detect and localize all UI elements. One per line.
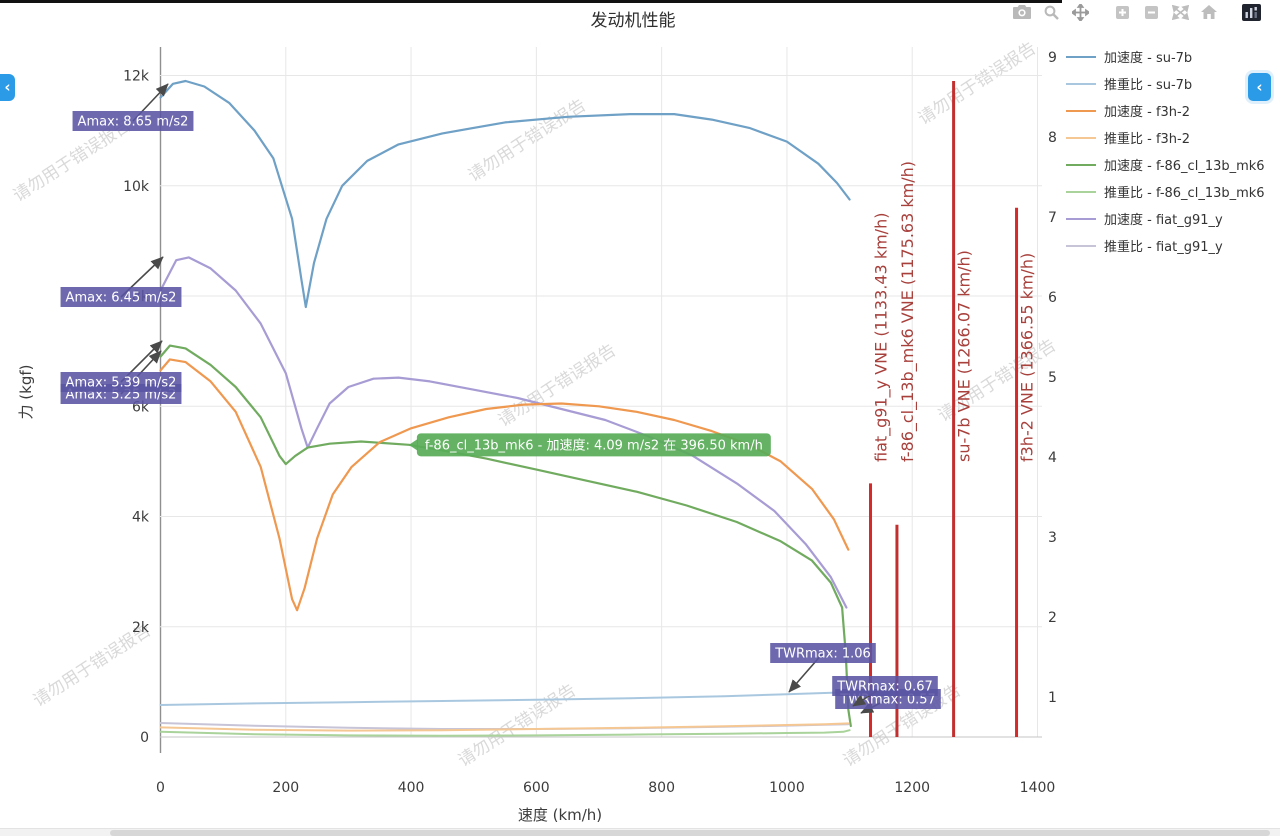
- series-line[interactable]: [159, 344, 852, 728]
- y-left-tick-label: 2k: [132, 620, 150, 636]
- legend-label: 推重比 - f-86_cl_13b_mk6: [1104, 186, 1265, 201]
- legend-swatch-line: [1066, 109, 1096, 112]
- zoom-in-icon[interactable]: [1111, 3, 1133, 21]
- y-right-tick-label: 7: [1048, 210, 1057, 226]
- x-tick-label: 1200: [894, 780, 930, 796]
- x-tick-label: 200: [272, 780, 299, 796]
- legend-swatch-line: [1066, 136, 1096, 139]
- legend-item[interactable]: 推重比 - f3h-2: [1066, 129, 1265, 147]
- annotation: Amax: 6.45 m/s2: [60, 287, 182, 307]
- annotation-box: [60, 372, 182, 392]
- legend-swatch-line: [1066, 82, 1096, 85]
- x-tick-label: 400: [398, 780, 425, 796]
- y-right-tick-label: 3: [1048, 530, 1057, 546]
- legend-label: 加速度 - su-7b: [1104, 51, 1193, 66]
- watermark-text: 请勿用于错误报告: [465, 95, 590, 186]
- series-line[interactable]: [159, 729, 851, 737]
- annotation-box: [770, 643, 876, 663]
- x-tick-label: 1000: [769, 780, 805, 796]
- legend-item[interactable]: 推重比 - su-7b: [1066, 75, 1265, 93]
- annotation: Amax: 8.65 m/s2: [72, 111, 194, 131]
- y-axis-title: 力 (kgf): [17, 365, 35, 420]
- annotation-text: Amax: 5.39 m/s2: [66, 376, 177, 391]
- annotation-text: TWRmax: 1.06: [774, 647, 871, 662]
- autoscale-icon[interactable]: [1169, 3, 1191, 21]
- legend-swatch-line: [1066, 244, 1096, 247]
- series-line[interactable]: [159, 256, 848, 609]
- annotation: TWRmax: 0.67: [832, 676, 938, 696]
- watermark-text: 请勿用于错误报告: [455, 680, 580, 771]
- legend-item[interactable]: 加速度 - su-7b: [1066, 48, 1265, 66]
- x-axis-title: 速度 (km/h): [518, 806, 602, 824]
- collapse-right-button[interactable]: ‹: [1248, 73, 1271, 101]
- series-line[interactable]: [159, 691, 851, 706]
- y-right-tick-label: 5: [1048, 370, 1057, 386]
- annotation-box: [72, 111, 194, 131]
- legend-label: 加速度 - f3h-2: [1104, 105, 1191, 120]
- hover-tooltip-text: f-86_cl_13b_mk6 - 加速度: 4.09 m/s2 在 396.5…: [425, 437, 763, 453]
- vne-line-label: f-86_cl_13b_mk6 VNE (1175.63 km/h): [898, 161, 918, 462]
- legend-label: 推重比 - f3h-2: [1104, 132, 1191, 147]
- reset-home-icon[interactable]: [1198, 3, 1220, 21]
- y-left-tick-label: 0: [140, 730, 149, 746]
- y-left-tick-label: 12k: [123, 69, 150, 85]
- vne-line-label: fiat_g91_y VNE (1133.43 km/h): [872, 213, 892, 462]
- zoom-icon[interactable]: [1040, 3, 1062, 21]
- hover-tooltip: f-86_cl_13b_mk6 - 加速度: 4.09 m/s2 在 396.5…: [408, 433, 771, 457]
- annotation: Amax: 5.39 m/s2: [60, 372, 182, 392]
- legend-item[interactable]: 加速度 - f-86_cl_13b_mk6: [1066, 156, 1265, 174]
- legend-label: 推重比 - su-7b: [1104, 78, 1193, 93]
- collapse-left-button[interactable]: ‹: [0, 74, 15, 101]
- chart-modebar: [1011, 3, 1262, 21]
- annotation: TWRmax: 1.06: [770, 643, 876, 663]
- y-left-tick-label: 10k: [123, 179, 150, 195]
- y-right-tick-label: 4: [1048, 450, 1057, 466]
- x-tick-label: 600: [523, 780, 550, 796]
- annotation-box: [832, 676, 938, 696]
- page-title: 发动机性能: [590, 11, 676, 31]
- pan-icon[interactable]: [1069, 3, 1091, 21]
- y-right-tick-label: 8: [1048, 130, 1057, 146]
- legend-item[interactable]: 推重比 - fiat_g91_y: [1066, 237, 1265, 255]
- legend-swatch-line: [1066, 163, 1096, 166]
- zoom-out-icon[interactable]: [1140, 3, 1162, 21]
- legend-item[interactable]: 加速度 - fiat_g91_y: [1066, 210, 1265, 228]
- y-right-tick-label: 2: [1048, 610, 1057, 626]
- annotation-text: Amax: 6.45 m/s2: [66, 291, 177, 306]
- y-right-tick-label: 1: [1048, 690, 1057, 706]
- legend-label: 加速度 - f-86_cl_13b_mk6: [1104, 159, 1265, 174]
- plotly-logo-icon[interactable]: [1240, 3, 1262, 21]
- legend-swatch-line: [1066, 55, 1096, 58]
- vne-line-label: su-7b VNE (1266.07 km/h): [955, 250, 974, 462]
- watermark-text: 请勿用于错误报告: [495, 340, 620, 431]
- legend-swatch-line: [1066, 190, 1096, 193]
- y-right-tick-label: 6: [1048, 290, 1057, 306]
- legend-label: 加速度 - fiat_g91_y: [1104, 213, 1223, 228]
- series-line[interactable]: [159, 358, 850, 612]
- annotation-box: [60, 287, 182, 307]
- legend-label: 推重比 - fiat_g91_y: [1104, 240, 1223, 255]
- legend-item[interactable]: 推重比 - f-86_cl_13b_mk6: [1066, 183, 1265, 201]
- annotation-text: Amax: 8.65 m/s2: [78, 115, 189, 130]
- horizontal-scrollbar: [0, 828, 1280, 836]
- top-border-bar: [0, 0, 1062, 3]
- x-tick-label: 1400: [1020, 780, 1056, 796]
- x-tick-label: 0: [156, 780, 165, 796]
- y-left-tick-label: 4k: [132, 510, 150, 526]
- chart-legend: 加速度 - su-7b 推重比 - su-7b 加速度 - f3h-2 推重比 - f…: [1066, 48, 1265, 255]
- y-right-tick-label: 9: [1048, 50, 1057, 66]
- annotation-text: TWRmax: 0.67: [836, 680, 933, 695]
- series-line[interactable]: [159, 79, 851, 309]
- vne-line-label: f3h-2 VNE (1366.55 km/h): [1018, 253, 1037, 462]
- watermark-text: 请勿用于错误报告: [915, 38, 1040, 129]
- x-tick-label: 800: [648, 780, 675, 796]
- legend-swatch-line: [1066, 217, 1096, 220]
- series-line[interactable]: [159, 722, 850, 732]
- legend-item[interactable]: 加速度 - f3h-2: [1066, 102, 1265, 120]
- horizontal-scrollbar-thumb[interactable]: [110, 830, 1270, 836]
- camera-icon[interactable]: [1011, 3, 1033, 21]
